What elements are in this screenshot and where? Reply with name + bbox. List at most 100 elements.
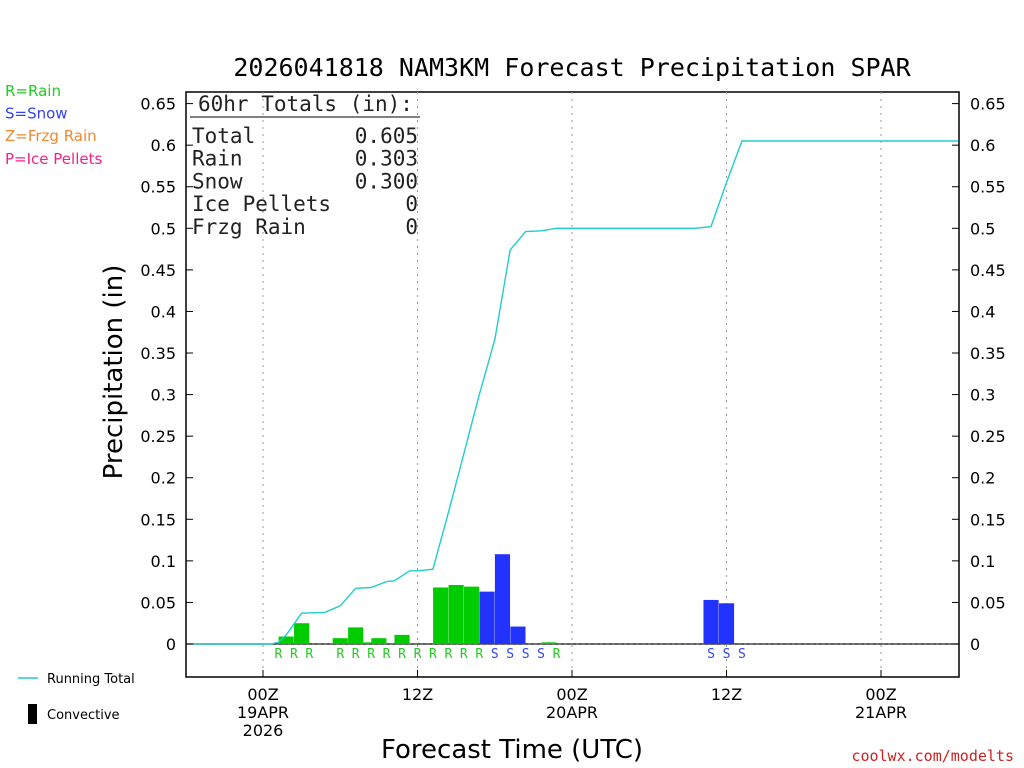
x-tick-label: 19APR [237, 703, 289, 722]
x-axis-title: Forecast Time (UTC) [381, 735, 643, 765]
x-tick-label: 12Z [711, 685, 742, 704]
precip-type-marker: S [707, 647, 715, 662]
x-tick-label: 12Z [402, 685, 433, 704]
credit-text: coolwx.com/modelts [851, 747, 1014, 765]
y-tick-label-right: 0.15 [970, 510, 1006, 529]
precip-type-marker: R [553, 647, 561, 662]
y-tick-label-right: 0.6 [970, 136, 995, 155]
y-tick-label-left: 0.5 [151, 219, 176, 238]
precip-type-marker: S [506, 647, 514, 662]
y-tick-label-left: 0 [166, 635, 176, 654]
precip-bar [363, 642, 379, 644]
precip-bar [464, 586, 480, 644]
series-legend-label: Convective [47, 708, 120, 723]
precip-type-marker: R [414, 647, 422, 662]
x-tick-label: 2026 [243, 721, 284, 740]
convective-legend-swatch [28, 704, 37, 724]
precip-type-marker: R [367, 647, 375, 662]
y-axis-title: Precipitation (in) [99, 265, 129, 480]
precip-bar [394, 634, 410, 644]
precip-bar [703, 599, 719, 644]
series-legend-label: Running Total [47, 672, 135, 687]
precip-bar [541, 642, 557, 644]
x-tick-label: 00Z [865, 685, 896, 704]
running-total-series [193, 140, 959, 645]
type-legend-item: S=Snow [5, 105, 68, 123]
x-tick-label: 20APR [546, 703, 598, 722]
totals-row-label: Ice Pellets [192, 192, 331, 216]
precip-type-marker: S [738, 647, 746, 662]
precip-type-marker: R [290, 647, 298, 662]
totals-row-value: 0 [405, 192, 418, 216]
type-legend-item: Z=Frzg Rain [5, 127, 97, 145]
totals-header: 60hr Totals (in): [198, 92, 413, 116]
precip-bar [494, 554, 511, 644]
totals-row-value: 0.605 [355, 124, 418, 148]
precip-bar [348, 627, 364, 644]
precip-type-marker: S [723, 647, 731, 662]
totals-row-label: Frzg Rain [192, 215, 306, 239]
y-tick-label-right: 0.35 [970, 344, 1006, 363]
precip-bar [294, 623, 310, 644]
precip-type-legend: R=Rain S=Snow Z=Frzg Rain P=Ice Pellets [5, 82, 102, 168]
precip-bar [332, 638, 348, 644]
y-tick-label-left: 0.3 [151, 386, 176, 405]
y-tick-label-right: 0.45 [970, 261, 1006, 280]
precip-bar [433, 587, 449, 644]
y-tick-label-right: 0.4 [970, 302, 995, 321]
y-tick-label-left: 0.55 [140, 178, 176, 197]
precip-type-marker: R [475, 647, 483, 662]
y-tick-label-left: 0.25 [140, 427, 176, 446]
bar-series [278, 554, 735, 644]
precip-bar [718, 603, 735, 644]
chart-title: 2026041818 NAM3KM Forecast Precipitation… [233, 53, 911, 82]
precip-bar [479, 591, 495, 644]
precip-type-marker: R [444, 647, 452, 662]
y-tick-label-right: 0.55 [970, 178, 1006, 197]
series-legend: Running Total Convective [18, 672, 135, 724]
type-legend-item: R=Rain [5, 82, 61, 100]
y-tick-label-right: 0.2 [970, 469, 995, 488]
y-tick-label-left: 0.6 [151, 136, 176, 155]
y-tick-label-left: 0.1 [151, 552, 176, 571]
totals-row-label: Snow [192, 169, 243, 193]
precip-type-marker: R [460, 647, 468, 662]
totals-row-value: 0.300 [355, 169, 418, 193]
precip-type-marker: S [522, 647, 530, 662]
y-tick-label-right: 0.25 [970, 427, 1006, 446]
precip-type-marker: S [491, 647, 499, 662]
y-axis-left: 0.65 0.6 0.55 0.5 0.45 0.4 0.35 0.3 0.25 0.2 0.15 0… [140, 95, 193, 654]
y-tick-label-left: 0.45 [140, 261, 176, 280]
y-tick-label-right: 0.1 [970, 552, 995, 571]
precip-type-marker: R [275, 647, 283, 662]
y-tick-label-right: 0.3 [970, 386, 995, 405]
precip-type-marker: R [383, 647, 391, 662]
y-tick-label-left: 0.05 [140, 593, 176, 612]
precip-type-marker: R [352, 647, 360, 662]
precip-bar [448, 584, 464, 644]
precip-type-marker: R [429, 647, 437, 662]
precip-bar [510, 626, 526, 644]
precip-bar [371, 638, 387, 644]
y-tick-label-left: 0.15 [140, 510, 176, 529]
y-tick-label-right: 0.5 [970, 219, 995, 238]
totals-row-value: 0.303 [355, 147, 418, 171]
precip-type-marker: R [305, 647, 313, 662]
totals-row-label: Rain [192, 147, 243, 171]
type-legend-item: P=Ice Pellets [5, 150, 102, 168]
x-tick-label: 00Z [556, 685, 587, 704]
y-tick-label-left: 0.2 [151, 469, 176, 488]
totals-row-value: 0 [405, 215, 418, 239]
y-axis-right: 0.65 0.6 0.55 0.5 0.45 0.4 0.35 0.3 0.25 0.2 0.15 0… [952, 95, 1006, 654]
x-tick-label: 21APR [855, 703, 907, 722]
running-total-line [193, 140, 959, 645]
y-tick-label-right: 0 [970, 635, 980, 654]
y-tick-label-left: 0.65 [140, 95, 176, 114]
precip-type-marker: R [398, 647, 406, 662]
y-tick-label-right: 0.65 [970, 95, 1006, 114]
precip-type-marker: S [537, 647, 545, 662]
x-tick-label: 00Z [247, 685, 278, 704]
y-tick-label-left: 0.35 [140, 344, 176, 363]
